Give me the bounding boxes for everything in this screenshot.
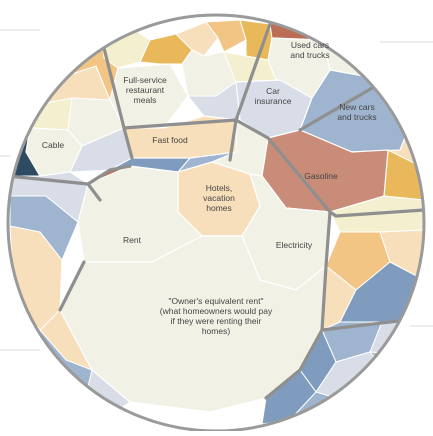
group-border	[234, 22, 272, 122]
label-hotels-vacation-homes: homes	[206, 203, 232, 213]
group-border	[86, 164, 132, 186]
label-used-cars-and-trucks: Used cars	[291, 40, 329, 50]
label-owners-equivalent-rent: "Owner's equivalent rent"	[168, 296, 263, 306]
label-full-service-restaurant-meals: restaurant	[126, 85, 165, 95]
label-hotels-vacation-homes: Hotels,	[206, 183, 232, 193]
small-cell	[29, 97, 73, 131]
label-electricity: Electricity	[276, 240, 313, 250]
leader-lines	[0, 29, 433, 351]
labeled-cells	[25, 37, 413, 413]
cell-cable	[25, 127, 83, 177]
label-cable: Cable	[42, 140, 64, 150]
label-gasoline: Gasoline	[304, 171, 338, 181]
label-used-cars-and-trucks: and trucks	[290, 50, 329, 60]
group-border	[8, 102, 42, 112]
label-car-insurance: Car	[266, 86, 280, 96]
label-owners-equivalent-rent: if they were renting their	[171, 316, 262, 326]
small-cell	[379, 229, 424, 281]
small-cell	[205, 19, 247, 53]
label-fast-food: Fast food	[152, 135, 188, 145]
small-cell	[175, 21, 219, 57]
label-rent: Rent	[123, 235, 142, 245]
label-full-service-restaurant-meals: Full-service	[123, 75, 167, 85]
label-hotels-vacation-homes: vacation	[203, 193, 235, 203]
group-border	[320, 210, 424, 332]
label-full-service-restaurant-meals: meals	[134, 95, 157, 105]
group-border	[58, 260, 86, 312]
label-owners-equivalent-rent: (what homeowners would pay	[160, 306, 273, 316]
label-new-cars-and-trucks: New cars	[339, 102, 374, 112]
label-new-cars-and-trucks: and trucks	[337, 112, 376, 122]
group-border	[298, 78, 388, 132]
group-border	[264, 328, 324, 400]
label-owners-equivalent-rent: homes)	[202, 326, 231, 336]
label-car-insurance: insurance	[255, 96, 292, 106]
small-cell	[368, 351, 419, 391]
